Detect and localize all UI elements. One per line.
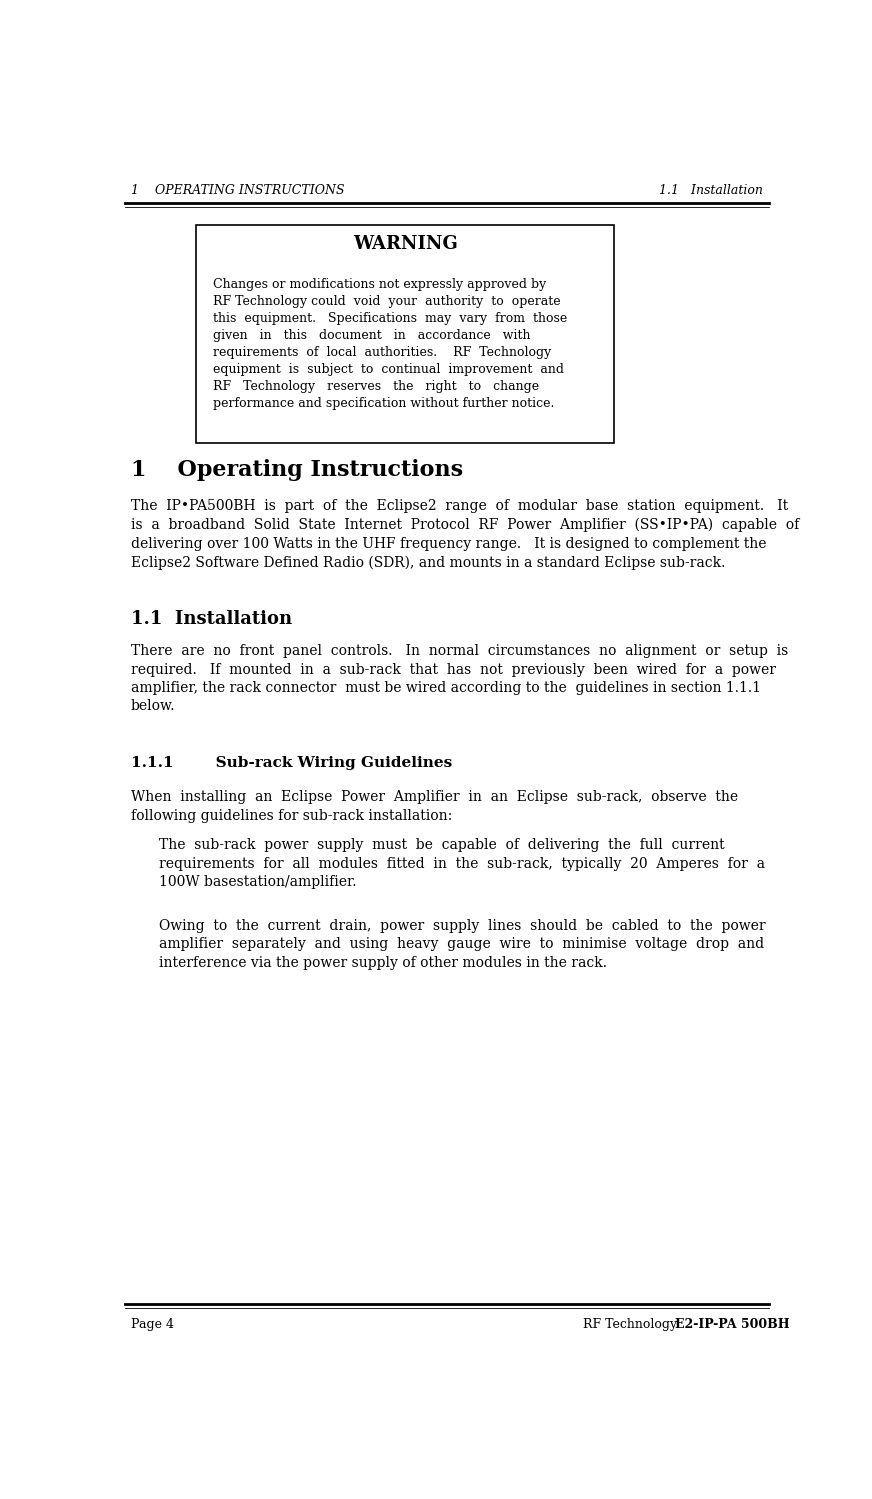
Text: 1.1.1        Sub-rack Wiring Guidelines: 1.1.1 Sub-rack Wiring Guidelines	[131, 755, 452, 770]
Text: RF Technology: RF Technology	[583, 1318, 678, 1331]
Text: When  installing  an  Eclipse  Power  Amplifier  in  an  Eclipse  sub-rack,  obs: When installing an Eclipse Power Amplifi…	[131, 790, 738, 823]
Text: The  sub-rack  power  supply  must  be  capable  of  delivering  the  full  curr: The sub-rack power supply must be capabl…	[160, 838, 766, 889]
Text: 1.1  Installation: 1.1 Installation	[131, 610, 292, 628]
Text: E2-IP-PA 500BH: E2-IP-PA 500BH	[675, 1318, 789, 1331]
Text: The  IP•PA500BH  is  part  of  the  Eclipse2  range  of  modular  base  station : The IP•PA500BH is part of the Eclipse2 r…	[131, 499, 799, 570]
Text: 1    OPERATING INSTRUCTIONS: 1 OPERATING INSTRUCTIONS	[131, 184, 344, 196]
Text: Owing  to  the  current  drain,  power  supply  lines  should  be  cabled  to  t: Owing to the current drain, power supply…	[160, 919, 766, 970]
Text: WARNING: WARNING	[352, 235, 458, 253]
Text: 1    Operating Instructions: 1 Operating Instructions	[131, 459, 463, 481]
Text: Changes or modifications not expressly approved by
RF Technology could  void  yo: Changes or modifications not expressly a…	[213, 279, 567, 411]
Text: Page 4: Page 4	[131, 1318, 174, 1331]
Text: There  are  no  front  panel  controls.   In  normal  circumstances  no  alignme: There are no front panel controls. In no…	[131, 645, 788, 714]
FancyBboxPatch shape	[196, 225, 614, 444]
Text: 1.1   Installation: 1.1 Installation	[659, 184, 763, 196]
